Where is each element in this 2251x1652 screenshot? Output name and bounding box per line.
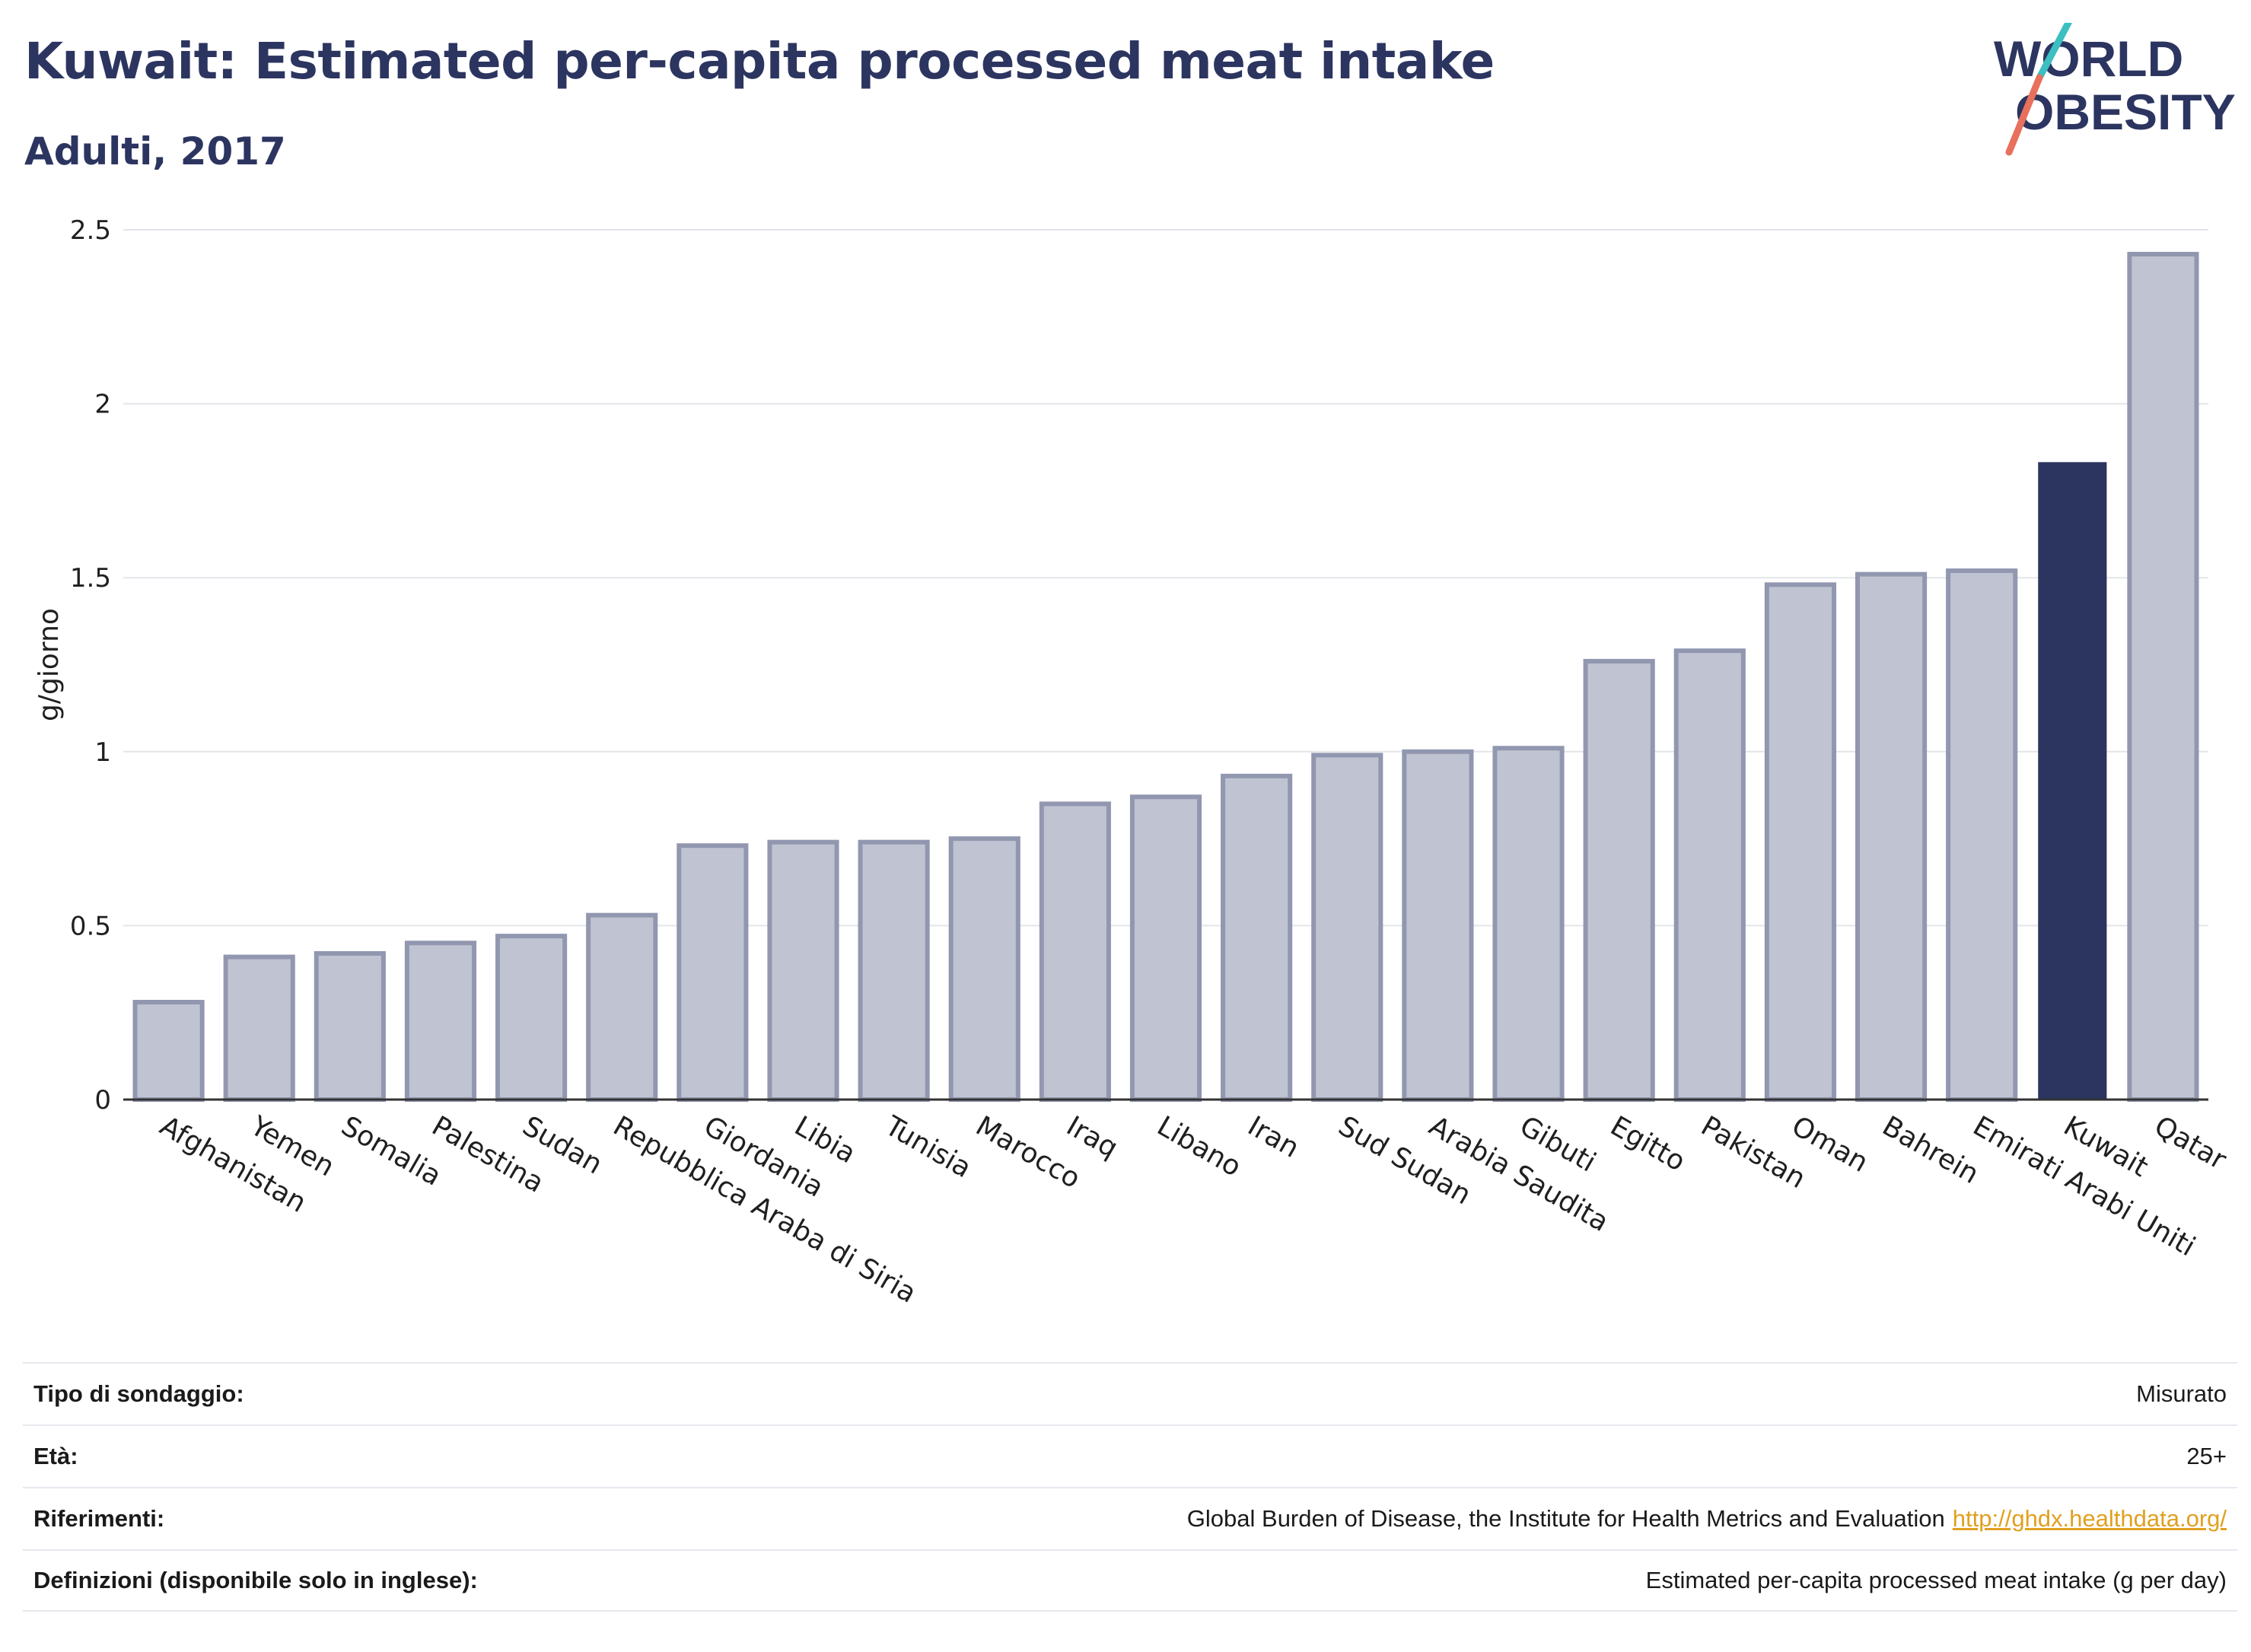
x-tick-label: Iraq [1061, 1110, 1122, 1164]
bar-chart: 00.511.522.5g/giornoAfghanistanYemenSoma… [33, 215, 2231, 1310]
info-label: Definizioni (disponibile solo in inglese… [33, 1567, 478, 1593]
bar-palestina [404, 941, 477, 1103]
info-row-definitions: Definizioni (disponibile solo in inglese… [23, 1549, 2237, 1612]
info-row-references: Riferimenti: Global Burden of Disease, t… [23, 1487, 2237, 1549]
bar-somalia [314, 950, 386, 1102]
bar-sudan [495, 934, 568, 1102]
chart-title: Kuwait: Estimated per-capita processed m… [24, 32, 1495, 91]
info-row-survey-type: Tipo di sondaggio: Misurato [23, 1362, 2237, 1424]
bar-qatar [2127, 252, 2199, 1102]
bar-giordania [677, 843, 749, 1103]
reference-text: Global Burden of Disease, the Institute … [1186, 1505, 1945, 1532]
info-table: Tipo di sondaggio: Misurato Età: 25+ Rif… [23, 1362, 2237, 1612]
bar-afghanistan [132, 999, 205, 1103]
bar-tunisia [858, 839, 930, 1102]
bar-sud-sudan [1311, 753, 1383, 1102]
bar-yemen [223, 954, 295, 1102]
x-tick-label: Bahrein [1877, 1110, 1984, 1190]
info-label: Età: [33, 1443, 78, 1469]
x-tick-label: Somalia [336, 1110, 446, 1192]
logo-slash-coral [2005, 74, 2043, 156]
x-tick-label: Egitto [1605, 1110, 1690, 1177]
bar-iran [1221, 773, 1293, 1103]
x-tick-label: Iran [1243, 1110, 1304, 1164]
world-obesity-logo: WORLD OBESITY [1994, 23, 2236, 156]
info-row-age: Età: 25+ [23, 1424, 2237, 1487]
reference-link[interactable]: http://ghdx.healthdata.org/ [1952, 1505, 2227, 1532]
y-tick-label: 0.5 [70, 911, 111, 941]
info-value-reference: Global Burden of Disease, the Institute … [1187, 1505, 2227, 1533]
bar-marocco [948, 836, 1020, 1102]
x-tick-label: Marocco [970, 1110, 1085, 1195]
info-value: Estimated per-capita processed meat inta… [1645, 1567, 2227, 1593]
bar-libia [767, 839, 839, 1102]
bar-gibuti [1492, 746, 1565, 1103]
chart-subtitle: Adulti, 2017 [24, 129, 286, 173]
x-tick-label: Qatar [2149, 1110, 2231, 1176]
info-label: Tipo di sondaggio: [33, 1380, 244, 1407]
bar-repubblica-araba-di-siria [586, 912, 658, 1102]
x-tick-label: Tunisia [879, 1110, 976, 1184]
logo-slash-teal [2036, 23, 2072, 81]
y-tick-label: 2.5 [70, 215, 111, 246]
bar-iraq [1039, 801, 1111, 1102]
bar-bahrein [1855, 571, 1928, 1102]
y-tick-label: 1 [94, 737, 111, 768]
bar-oman [1764, 582, 1836, 1102]
bar-kuwait [2038, 462, 2107, 1100]
info-value: Misurato [2136, 1380, 2227, 1407]
y-tick-label: 0 [94, 1085, 111, 1116]
y-axis-title: g/giorno [33, 608, 65, 721]
y-tick-label: 2 [94, 390, 111, 420]
info-label: Riferimenti: [33, 1505, 165, 1532]
bar-egitto [1583, 658, 1655, 1102]
info-value: 25+ [2186, 1443, 2227, 1469]
logo-text-world: WORLD [1994, 30, 2183, 87]
bar-libano [1129, 794, 1202, 1102]
logo-text-obesity: OBESITY [2015, 84, 2236, 140]
x-tick-label: Libano [1152, 1110, 1246, 1183]
bar-pakistan [1673, 648, 1746, 1102]
bar-emirati-arabi-uniti [1946, 568, 2018, 1102]
bar-arabia-saudita [1402, 749, 1474, 1102]
y-tick-label: 1.5 [70, 563, 111, 594]
x-tick-label: Pakistan [1695, 1110, 1810, 1195]
